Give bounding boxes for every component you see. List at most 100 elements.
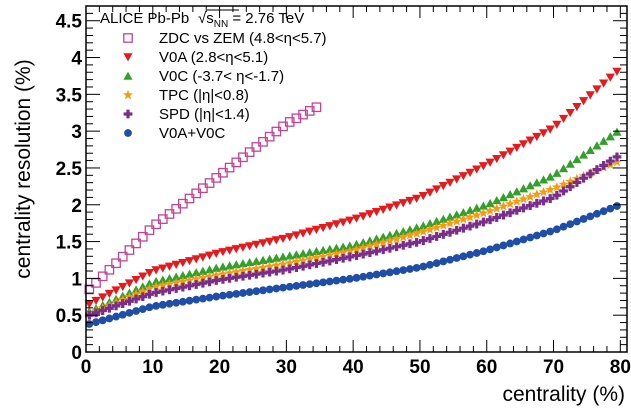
data-point <box>438 182 448 191</box>
data-point <box>177 198 188 209</box>
data-point <box>538 186 549 197</box>
data-point <box>178 258 188 268</box>
x-tick-label: 20 <box>209 357 230 378</box>
data-point <box>151 266 161 275</box>
data-point <box>258 262 268 272</box>
series-4 <box>84 152 622 320</box>
data-point <box>472 219 482 229</box>
series-5 <box>85 202 621 328</box>
data-point <box>164 209 175 219</box>
data-point <box>372 270 381 279</box>
data-point <box>351 244 362 254</box>
data-point <box>284 257 295 268</box>
data-point <box>365 271 374 280</box>
data-point <box>466 250 474 259</box>
data-point <box>132 307 140 315</box>
data-point <box>265 254 275 263</box>
data-point <box>352 273 361 282</box>
data-point <box>245 257 255 267</box>
data-point <box>224 246 235 255</box>
data-point <box>211 173 222 183</box>
data-point <box>458 214 469 224</box>
legend-label: ZDC vs ZEM (4.8<η<5.7) <box>159 30 327 47</box>
data-point <box>492 154 502 164</box>
data-point <box>592 85 602 94</box>
data-point <box>425 224 435 234</box>
data-point <box>472 203 482 212</box>
data-point <box>198 183 208 194</box>
legend-marker <box>123 71 133 80</box>
data-point <box>164 262 175 271</box>
data-point <box>558 164 569 173</box>
data-point <box>125 308 134 317</box>
data-point <box>479 247 488 256</box>
data-point <box>84 300 94 309</box>
data-point <box>432 259 441 268</box>
data-point <box>566 220 575 228</box>
data-point <box>412 237 422 247</box>
data-point <box>412 263 421 272</box>
data-point <box>378 205 388 214</box>
data-point <box>332 255 341 265</box>
data-point <box>224 267 235 278</box>
data-point <box>171 203 182 214</box>
y-tick-label: 4.5 <box>56 12 83 33</box>
data-point <box>311 225 322 235</box>
data-point <box>532 178 542 187</box>
data-point <box>485 158 495 167</box>
data-point <box>211 270 222 280</box>
data-point <box>145 289 154 299</box>
data-point <box>271 266 281 276</box>
data-point <box>345 274 354 283</box>
x-tick-label: 70 <box>543 357 564 378</box>
data-point <box>505 198 516 209</box>
data-point <box>191 188 202 199</box>
data-point <box>552 225 561 234</box>
data-point <box>365 248 375 258</box>
data-point <box>172 298 181 307</box>
data-point <box>279 283 287 292</box>
data-point <box>158 286 168 296</box>
data-point <box>151 276 161 286</box>
legend-marker <box>123 109 133 119</box>
data-point <box>398 240 408 250</box>
data-point <box>271 260 282 270</box>
data-point <box>558 179 569 189</box>
data-point <box>238 271 248 281</box>
data-point <box>398 231 409 242</box>
data-point <box>459 252 468 261</box>
legend-marker <box>124 129 132 137</box>
data-point <box>291 256 302 266</box>
data-point <box>579 215 588 223</box>
data-point <box>499 241 508 250</box>
data-point <box>565 108 575 118</box>
data-point <box>91 308 101 318</box>
data-point <box>118 310 127 319</box>
data-point <box>198 294 207 303</box>
data-point <box>472 165 482 174</box>
data-point <box>485 205 496 216</box>
data-point <box>104 303 114 313</box>
data-point <box>271 126 282 137</box>
data-point <box>325 244 335 253</box>
data-point <box>552 168 562 177</box>
data-point <box>339 275 348 284</box>
data-point <box>405 239 415 249</box>
data-point <box>425 234 435 243</box>
data-point <box>345 216 355 225</box>
data-point <box>545 125 555 134</box>
data-point <box>198 278 208 288</box>
data-point <box>412 194 422 203</box>
legend-item-2: V0C (-3.7< η<-1.7) <box>123 68 284 85</box>
data-point <box>251 240 261 249</box>
data-point <box>359 272 368 281</box>
data-point <box>97 271 108 282</box>
data-point <box>245 270 255 280</box>
data-point <box>451 216 462 226</box>
data-point <box>285 251 295 260</box>
x-tick-label: 50 <box>409 357 430 378</box>
data-point <box>225 290 234 299</box>
y-tick-label: 2 <box>71 196 82 217</box>
data-point <box>358 242 369 252</box>
data-point <box>191 255 201 264</box>
